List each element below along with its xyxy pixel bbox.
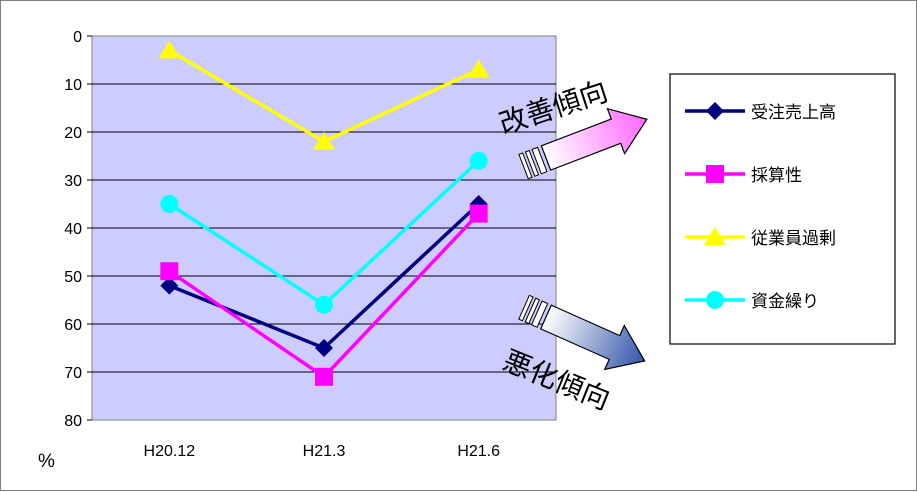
legend-marker (704, 227, 726, 245)
x-tick-label: H20.12 (144, 443, 196, 460)
data-point (160, 195, 179, 213)
data-point (469, 151, 488, 170)
series-2 (158, 40, 490, 150)
y-tick-label: 30 (64, 173, 82, 190)
y-tick-label: 0 (73, 29, 82, 46)
y-tick-label: 50 (64, 269, 82, 286)
data-point (469, 204, 488, 223)
data-point (315, 295, 333, 314)
y-tick-label: 40 (64, 221, 82, 238)
y-tick-label: 10 (64, 77, 82, 94)
y-axis-ticks: 0 10 20 30 40 50 60 70 80 (64, 29, 92, 430)
y-tick-label: 60 (64, 317, 82, 334)
y-tick-label: 80 (64, 413, 82, 430)
series-layer (158, 40, 490, 386)
data-point (160, 276, 179, 295)
legend-label: 受注売上高 (751, 103, 836, 123)
data-point (467, 59, 490, 78)
legend-label: 従業員過剰 (751, 229, 836, 249)
legend-item: 採算性 (685, 165, 802, 186)
series-3 (160, 151, 488, 314)
legend-item: 受注売上高 (685, 102, 836, 123)
data-point (315, 367, 333, 386)
y-tick-label: 20 (64, 125, 82, 142)
legend-item: 資金繰り (685, 291, 819, 312)
legend-marker (706, 165, 724, 183)
x-tick-label: H21.3 (303, 443, 346, 460)
data-point (160, 262, 179, 281)
series-1 (160, 204, 488, 386)
x-tick-label: H21.6 (457, 443, 500, 460)
data-point (315, 339, 333, 357)
legend-label: 採算性 (751, 166, 802, 186)
x-axis-ticks: H20.12 H21.3 H21.6 (144, 443, 501, 460)
legend-label: 資金繰り (751, 292, 819, 312)
improving-arrow (518, 107, 648, 180)
legend-item: 従業員過剰 (685, 227, 836, 249)
y-tick-label: 70 (64, 365, 82, 382)
legend-marker (706, 291, 724, 309)
y-axis-unit-label: % (38, 451, 55, 472)
worsening-arrow (518, 294, 646, 371)
legend-marker (706, 102, 724, 120)
data-point (158, 40, 181, 59)
data-point (313, 131, 335, 150)
